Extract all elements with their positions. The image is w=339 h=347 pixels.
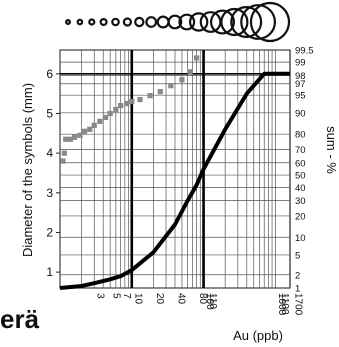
x-tick-label: 20 xyxy=(154,293,165,305)
x-tick-label: 80 xyxy=(197,293,208,305)
symbol-scale-circle xyxy=(210,9,236,35)
right-tick-label: 50 xyxy=(295,171,306,182)
grid xyxy=(59,49,290,289)
left-tick-label: 2 xyxy=(46,225,53,239)
x-tick-label: 7 xyxy=(121,293,132,299)
right-tick-label: 10 xyxy=(295,233,306,244)
symbol-scale-circle xyxy=(156,15,170,29)
right-tick-label: 80 xyxy=(295,130,306,141)
right-tick-label: 97 xyxy=(295,79,306,90)
left-tick-label: 4 xyxy=(46,146,53,160)
right-tick-label: 98 xyxy=(295,71,306,82)
series-point-cumulative-frequency xyxy=(67,136,74,142)
symbol-scale-circle xyxy=(188,12,209,32)
series-point-cumulative-frequency xyxy=(129,98,135,105)
symbol-scale-circle xyxy=(145,16,158,28)
right-tick-label: 90 xyxy=(295,108,306,119)
symbol-scale-circle xyxy=(111,17,120,27)
right-tick-label: 60 xyxy=(295,158,306,169)
y-axis-right-label: sum - % xyxy=(324,126,339,174)
series-point-cumulative-frequency xyxy=(187,69,193,75)
right-tick-label: 70 xyxy=(295,145,306,156)
right-tick-label: 95 xyxy=(295,91,306,102)
series-point-cumulative-frequency xyxy=(179,77,185,83)
series-point-cumulative-frequency xyxy=(168,83,174,89)
symbol-scale-circle xyxy=(230,6,263,38)
series-point-cumulative-frequency xyxy=(77,132,83,138)
right-tick-label: 40 xyxy=(295,183,306,194)
series-point-cumulative-frequency xyxy=(113,106,119,113)
symbol-scale-circle xyxy=(249,1,291,43)
x-tick-label: 1000 xyxy=(276,293,287,316)
left-tick-label: 6 xyxy=(46,67,53,81)
series-point-cumulative-frequency xyxy=(97,118,103,124)
symbol-scale-circle xyxy=(134,16,145,28)
x-tick-label: 3 xyxy=(95,293,106,299)
right-tick-label: 1 xyxy=(295,284,300,295)
symbol-scale-circle xyxy=(64,19,71,26)
series-point-cumulative-frequency xyxy=(61,150,67,156)
series-point-cumulative-frequency xyxy=(60,158,66,164)
symbol-scale-circle xyxy=(220,7,249,37)
series-point-cumulative-frequency xyxy=(194,55,200,61)
x-tick-label: 40 xyxy=(176,293,187,305)
x-axis-label: Au (ppb) xyxy=(233,328,283,343)
left-tick-label: 3 xyxy=(46,186,53,200)
symbol-scale-circle xyxy=(167,14,183,30)
series-point-cumulative-frequency xyxy=(102,114,109,121)
series-point-cumulative-frequency xyxy=(147,93,153,99)
right-tick-label: 99.5 xyxy=(295,46,314,57)
series-point-cumulative-frequency xyxy=(72,134,78,140)
symbol-scale-circle xyxy=(178,13,196,31)
symbol-scale-circle xyxy=(76,18,84,26)
series-point-cumulative-frequency xyxy=(118,102,124,109)
x-tick-label: 1100 xyxy=(279,293,290,315)
right-tick-label: 5 xyxy=(295,250,300,261)
x-tick-label: 1700 xyxy=(292,293,303,316)
corner-fragment-text: erä xyxy=(0,304,40,334)
right-tick-label: 20 xyxy=(295,211,306,222)
x-tick-label: 100 xyxy=(204,293,215,310)
series-point-cumulative-frequency xyxy=(81,128,88,134)
x-tick-label: 110 xyxy=(207,293,218,309)
series-line-symbol-diameter xyxy=(59,71,290,290)
right-tick-label: 2 xyxy=(295,270,300,281)
left-axis-ticks: 1 2 3 4 5 6 xyxy=(46,67,60,279)
x-tick-label: 10 xyxy=(132,293,143,305)
series-layer xyxy=(59,55,290,290)
right-tick-label: 30 xyxy=(295,196,306,207)
x-tick-label: 5 xyxy=(111,293,122,299)
series-point-cumulative-frequency xyxy=(157,89,163,95)
series-point-cumulative-frequency xyxy=(87,126,93,132)
series-point-cumulative-frequency xyxy=(107,110,113,117)
symbol-scale-circle xyxy=(99,18,108,27)
symbol-scale-circle xyxy=(240,4,277,40)
series-point-cumulative-frequency xyxy=(63,136,69,142)
left-tick-label: 5 xyxy=(46,106,53,120)
series-point-cumulative-frequency xyxy=(137,96,143,103)
symbol-scale-circle xyxy=(88,18,96,26)
series-point-cumulative-frequency xyxy=(91,122,97,128)
series-point-cumulative-frequency xyxy=(124,100,130,107)
left-tick-label: 1 xyxy=(46,265,53,279)
symbol-scale-circle xyxy=(122,17,133,27)
right-tick-label: 99 xyxy=(295,58,306,69)
symbol-scale-row xyxy=(64,1,291,43)
y-axis-left-label: Diameter of the symbols (mm) xyxy=(20,83,35,257)
